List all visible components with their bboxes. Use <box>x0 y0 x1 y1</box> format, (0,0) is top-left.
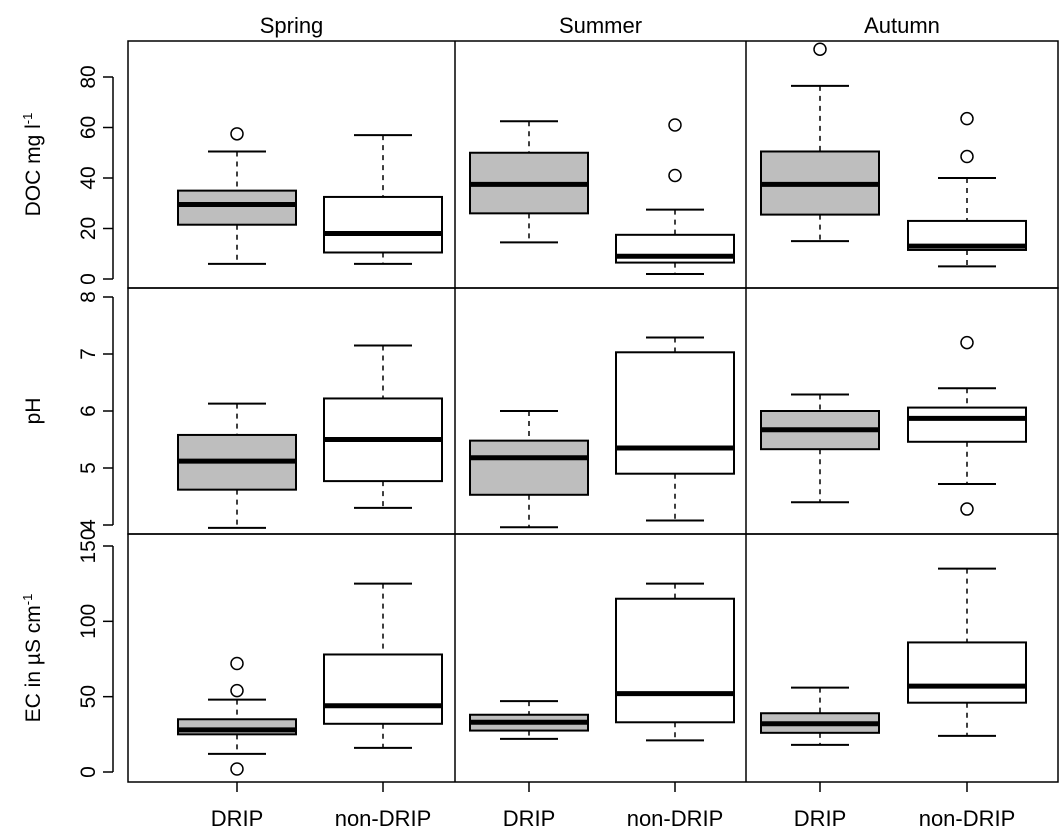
y-tick-label-ec: 0 <box>77 766 100 778</box>
outlier-point <box>230 683 244 698</box>
panel-ph: 4 5 6 7 8 pH <box>22 287 1059 535</box>
panel-ec: 0 50 100 150 EC in µS cm-1 <box>20 528 1059 783</box>
y-tick-label-ec: 100 <box>77 604 100 639</box>
box-doc-autumn-drip <box>760 42 880 243</box>
box-iqr <box>323 195 443 254</box>
x-tick-label-drip: DRIP <box>211 806 264 831</box>
x-axis-labels: DRIP non-DRIP DRIP non-DRIP DRIP non-DRIP <box>211 782 1016 831</box>
x-tick-label-drip: DRIP <box>794 806 847 831</box>
x-tick-label-non-drip: non-DRIP <box>919 806 1016 831</box>
outlier-point <box>813 42 827 56</box>
box-ph-spring-drip <box>177 402 297 529</box>
box-ph-spring-non-drip <box>323 344 443 509</box>
outlier-point <box>960 502 974 516</box>
x-tick-label-non-drip: non-DRIP <box>627 806 724 831</box>
boxplot-panels: 0 20 40 60 80 DOC mg l-1 4 5 6 7 8 pH 0 50 100 150 EC in… <box>20 40 1059 783</box>
y-axis-title-ph: pH <box>22 398 45 425</box>
box-ec-autumn-non-drip <box>907 567 1027 737</box>
panel-doc: 0 20 40 60 80 DOC mg l-1 <box>20 40 1059 289</box>
box-ph-summer-non-drip <box>615 336 735 522</box>
y-tick-label-ph: 7 <box>77 348 100 360</box>
box-doc-summer-drip <box>469 120 589 244</box>
y-axis-title-doc: DOC mg l-1 <box>20 113 45 217</box>
y-tick-label-ph: 4 <box>77 519 100 531</box>
box-doc-autumn-non-drip <box>907 111 1027 268</box>
y-tick-label-doc: 80 <box>77 65 100 88</box>
box-doc-summer-non-drip <box>615 118 735 275</box>
box-iqr <box>177 189 297 226</box>
season-header-summer: Summer <box>559 13 642 38</box>
outlier-point <box>668 168 682 183</box>
outlier-point <box>960 335 974 350</box>
outlier-point <box>668 118 682 132</box>
y-tick-label-ec: 150 <box>77 528 100 563</box>
box-iqr <box>615 597 735 724</box>
box-ec-summer-drip <box>469 700 589 740</box>
box-ec-spring-drip <box>177 656 297 776</box>
box-iqr <box>907 406 1027 443</box>
box-iqr <box>907 641 1027 704</box>
outlier-point <box>230 656 244 671</box>
y-tick-label-ec: 50 <box>77 685 100 708</box>
box-ph-autumn-drip <box>760 393 880 504</box>
season-header-spring: Spring <box>260 13 324 38</box>
box-iqr <box>323 653 443 725</box>
y-tick-label-doc: 0 <box>77 273 100 285</box>
y-tick-label-doc: 60 <box>77 116 100 139</box>
box-doc-spring-non-drip <box>323 134 443 265</box>
panel-frame-ec <box>127 533 1059 783</box>
box-ec-spring-non-drip <box>323 582 443 749</box>
season-header-autumn: Autumn <box>864 13 940 38</box>
x-tick-label-drip: DRIP <box>503 806 556 831</box>
outlier-point <box>960 111 974 126</box>
outlier-point <box>960 149 974 164</box>
box-iqr <box>615 351 735 475</box>
season-headers: Spring Summer Autumn <box>260 13 940 38</box>
outlier-point <box>230 127 244 141</box>
y-tick-label-ph: 6 <box>77 405 100 417</box>
outlier-point <box>230 762 244 776</box>
x-tick-label-non-drip: non-DRIP <box>335 806 432 831</box>
box-ph-summer-drip <box>469 410 589 529</box>
y-axis-title-ec: EC in µS cm-1 <box>20 594 45 723</box>
box-ec-autumn-drip <box>760 686 880 746</box>
box-iqr <box>469 439 589 496</box>
y-tick-label-ph: 8 <box>77 291 100 303</box>
y-tick-label-ph: 5 <box>77 462 100 474</box>
box-doc-spring-drip <box>177 127 297 265</box>
y-tick-label-doc: 20 <box>77 217 100 240</box>
box-ph-autumn-non-drip <box>907 335 1027 516</box>
box-ec-summer-non-drip <box>615 582 735 742</box>
y-tick-label-doc: 40 <box>77 166 100 189</box>
